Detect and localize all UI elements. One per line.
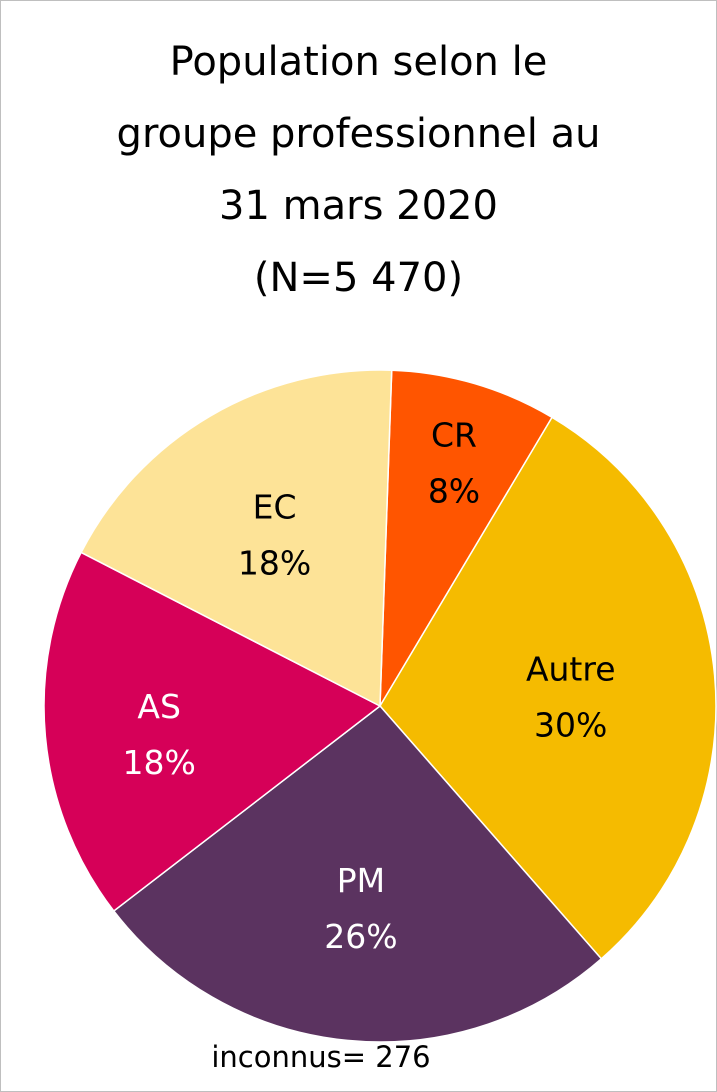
slice-category-ec: EC xyxy=(253,487,297,526)
slice-label-ec: EC 18% xyxy=(238,487,311,582)
title-line-4: (N=5 470) xyxy=(253,255,464,301)
pie-slice-as xyxy=(43,551,382,913)
slice-label-autre: Autre 30% xyxy=(526,650,616,745)
slice-percent-autre: 30% xyxy=(534,706,607,745)
slice-percent-pm: 26% xyxy=(324,917,397,956)
title-line-2: groupe professionnel au xyxy=(116,111,601,157)
slice-label-cr: CR 8% xyxy=(428,416,480,511)
pie-labels: CR 8% Autre 30% PM 26% AS 18% EC 18% xyxy=(122,416,615,956)
slice-percent-as: 18% xyxy=(122,743,195,782)
slice-category-autre: Autre xyxy=(526,650,616,689)
slice-category-pm: PM xyxy=(337,861,385,900)
title-line-1: Population selon le xyxy=(169,39,548,85)
slice-percent-cr: 8% xyxy=(428,472,480,511)
unknown-count-note: inconnus= 276 xyxy=(211,1040,431,1074)
pie-slice-ec xyxy=(80,369,393,708)
slice-category-cr: CR xyxy=(431,416,477,455)
pie-slices xyxy=(43,369,717,1043)
pie-slice-cr xyxy=(379,369,554,707)
slice-label-as: AS 18% xyxy=(122,687,195,782)
pie-slice-pm xyxy=(112,704,603,1043)
title-line-3: 31 mars 2020 xyxy=(219,183,498,229)
slice-category-as: AS xyxy=(137,687,181,726)
slice-percent-ec: 18% xyxy=(238,543,311,582)
slice-label-pm: PM 26% xyxy=(324,861,397,956)
chart-title: Population selon le groupe professionnel… xyxy=(0,26,717,314)
pie-slice-autre xyxy=(379,416,717,960)
